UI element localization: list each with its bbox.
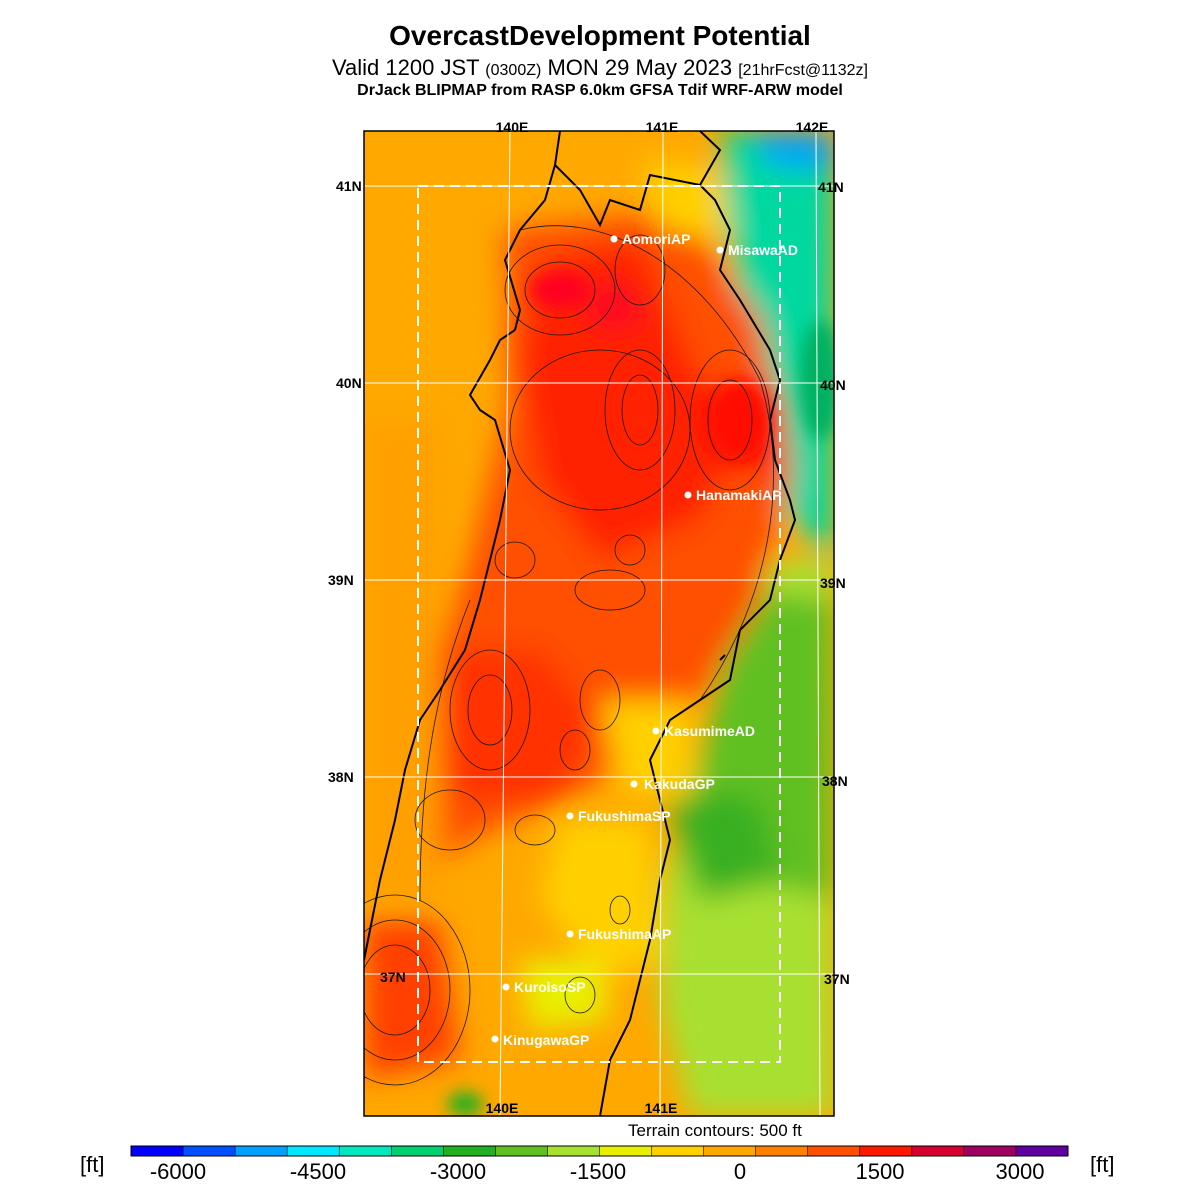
colorbar-tick-label: -1500 — [569, 1159, 627, 1184]
station-label: MisawaAD — [728, 242, 798, 258]
colorbar-swatch — [755, 1146, 809, 1156]
lat-label-38n-left: 38N — [328, 769, 354, 785]
colorbar-swatch — [183, 1146, 236, 1156]
stations: AomoriAP MisawaAD HanamakiAP KasumimeAD … — [491, 231, 799, 1048]
colorbar-swatch — [235, 1146, 288, 1156]
colorbar-swatch — [807, 1146, 861, 1156]
lat-label-39n-right: 39N — [820, 575, 846, 591]
station-misawa-ad[interactable]: MisawaAD — [716, 242, 799, 258]
colorbar-swatch — [495, 1146, 548, 1156]
colorbar-tick-label: -3000 — [429, 1159, 487, 1184]
colorbar-swatch — [443, 1146, 496, 1156]
colorbar-swatch — [911, 1146, 965, 1156]
colorbar-tick-label: 0 — [733, 1159, 747, 1184]
colorbar-tick-label: -4500 — [289, 1159, 347, 1184]
station-marker — [566, 812, 574, 820]
lat-label-38n-right: 38N — [822, 773, 848, 789]
colorbar-swatch — [131, 1146, 184, 1156]
station-marker — [652, 727, 660, 735]
colorbar-swatch — [391, 1146, 444, 1156]
station-label: KakudaGP — [644, 776, 715, 792]
colorbar-unit-right: [ft] — [1090, 1152, 1115, 1177]
terrain-contours — [364, 225, 774, 1086]
colorbar-swatch — [963, 1146, 1017, 1156]
zulu-time: (0300Z) — [485, 62, 542, 79]
station-marker — [610, 235, 618, 243]
inner-domain-box — [417, 185, 781, 1063]
station-label: KasumimeAD — [664, 723, 755, 739]
color-field — [364, 131, 834, 1116]
lat-label-40n-left: 40N — [336, 375, 362, 391]
forecast-run: [21hrFcst@1132z] — [738, 62, 868, 79]
station-marker — [684, 491, 692, 499]
station-marker — [491, 1035, 499, 1043]
colorbar-swatch — [651, 1146, 705, 1156]
colorbar-swatch — [599, 1146, 653, 1156]
station-hanamaki-ap[interactable]: HanamakiAP — [684, 487, 782, 503]
terrain-contour-note: Terrain contours: 500 ft — [628, 1121, 802, 1140]
station-kuroiso-sp[interactable]: KuroisoSP — [502, 979, 586, 995]
station-label: AomoriAP — [622, 231, 690, 247]
station-kasumime-ad[interactable]: KasumimeAD — [652, 723, 756, 739]
lat-label-37n-right: 37N — [824, 971, 850, 987]
colorbar-swatch — [339, 1146, 392, 1156]
lat-label-39n-left: 39N — [328, 572, 354, 588]
chart-title: OvercastDevelopment Potential — [389, 20, 811, 51]
colorbar-swatch — [703, 1146, 757, 1156]
colorbar-tick-label: 3000 — [995, 1159, 1045, 1184]
forecast-date: MON 29 May 2023 — [547, 55, 733, 80]
colorbar-tick-label: 1500 — [855, 1159, 905, 1184]
lon-label-141e-bottom: 141E — [645, 1100, 678, 1116]
lon-label-141e-top: 141E — [646, 119, 679, 135]
lon-label-140e-bottom: 140E — [486, 1100, 519, 1116]
colorbar-swatch — [287, 1146, 340, 1156]
lon-label-140e-top: 140E — [496, 119, 529, 135]
station-label: HanamakiAP — [696, 487, 782, 503]
station-fukushima-sp[interactable]: FukushimaSP — [566, 808, 671, 824]
lat-label-41n-left: 41N — [336, 178, 362, 194]
model-description: DrJack BLIPMAP from RASP 6.0km GFSA Tdif… — [357, 82, 843, 99]
lat-label-41n-right: 41N — [818, 179, 844, 195]
station-label: KinugawaGP — [503, 1032, 589, 1048]
station-marker — [716, 246, 724, 254]
colorbar-tick-label: -6000 — [149, 1159, 207, 1184]
station-kakuda-gp[interactable]: KakudaGP — [630, 776, 715, 792]
colorbar-swatch — [1015, 1146, 1069, 1156]
valid-time-line: Valid 1200 JST (0300Z) MON 29 May 2023 [… — [0, 55, 1200, 81]
valid-time: Valid 1200 JST — [332, 55, 480, 80]
station-kinugawa-gp[interactable]: KinugawaGP — [491, 1032, 590, 1048]
station-aomori-ap[interactable]: AomoriAP — [610, 231, 691, 247]
station-label: FukushimaAP — [578, 926, 671, 942]
lon-label-142e-top: 142E — [796, 119, 829, 135]
colorbar — [130, 1145, 1069, 1157]
station-label: FukushimaSP — [578, 808, 671, 824]
lat-label-37n-left: 37N — [380, 969, 406, 985]
station-label: KuroisoSP — [514, 979, 586, 995]
station-fukushima-ap[interactable]: FukushimaAP — [566, 926, 672, 942]
lat-label-40n-right: 40N — [820, 377, 846, 393]
station-marker — [566, 930, 574, 938]
station-marker — [630, 780, 638, 788]
colorbar-swatch — [547, 1146, 600, 1156]
colorbar-swatch — [859, 1146, 913, 1156]
map-frame — [363, 130, 835, 1117]
colorbar-unit-left: [ft] — [80, 1152, 105, 1177]
station-marker — [502, 983, 510, 991]
